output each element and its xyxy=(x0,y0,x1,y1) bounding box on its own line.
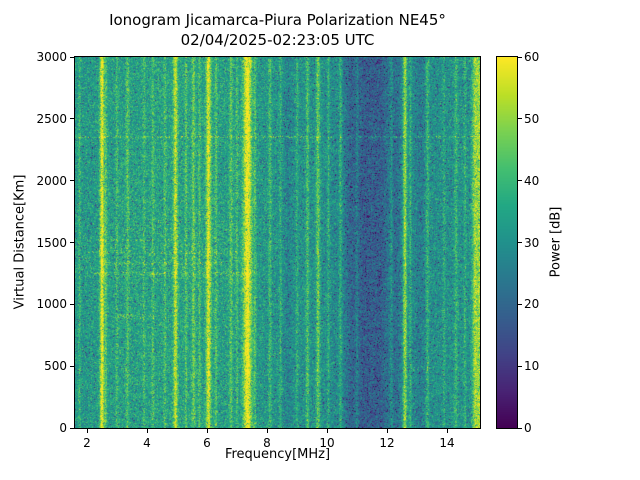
colorbar-tick-mark xyxy=(518,242,522,243)
colorbar-tick-mark xyxy=(518,56,522,58)
y-tick-mark xyxy=(70,56,74,58)
y-tick-label: 2000 xyxy=(36,173,67,188)
ionogram-heatmap xyxy=(75,57,480,428)
colorbar-tick-label: 20 xyxy=(524,297,540,312)
x-tick-label: 4 xyxy=(143,436,151,450)
y-tick-mark xyxy=(70,365,74,367)
y-tick-mark xyxy=(70,303,74,305)
colorbar-tick-label: 30 xyxy=(524,235,540,250)
colorbar-tick-label: 60 xyxy=(524,50,540,64)
y-tick-mark xyxy=(70,118,74,120)
colorbar xyxy=(496,56,518,429)
colorbar-tick-label: 50 xyxy=(524,111,540,126)
y-tick-label: 2500 xyxy=(36,111,67,126)
y-tick-label: 0 xyxy=(59,421,67,435)
x-tick-mark xyxy=(146,429,148,433)
y-tick-label: 500 xyxy=(44,359,67,374)
colorbar-tick-mark xyxy=(518,427,522,429)
y-tick-label: 1000 xyxy=(36,297,67,312)
y-tick-label: 1500 xyxy=(36,235,67,250)
x-tick-label: 10 xyxy=(319,436,335,450)
y-tick-mark xyxy=(70,427,74,429)
x-tick-label: 8 xyxy=(263,436,271,450)
chart-title: Ionogram Jicamarca-Piura Polarization NE… xyxy=(109,11,446,29)
plot-area xyxy=(74,56,481,429)
y-tick-mark xyxy=(70,180,74,182)
x-tick-label: 14 xyxy=(439,436,455,450)
y-tick-mark xyxy=(70,242,74,243)
x-tick-mark xyxy=(206,429,208,433)
x-tick-mark xyxy=(266,429,268,433)
colorbar-tick-label: 0 xyxy=(524,421,532,435)
x-tick-mark xyxy=(446,429,448,433)
y-tick-label: 3000 xyxy=(36,50,67,64)
x-tick-label: 6 xyxy=(203,436,211,450)
x-tick-mark xyxy=(386,429,388,433)
colorbar-tick-mark xyxy=(518,118,522,120)
colorbar-tick-mark xyxy=(518,303,522,305)
colorbar-tick-mark xyxy=(518,365,522,367)
x-tick-mark xyxy=(86,429,88,433)
x-tick-label: 12 xyxy=(379,436,395,450)
chart-subtitle: 02/04/2025-02:23:05 UTC xyxy=(180,31,375,49)
colorbar-gradient xyxy=(497,57,517,428)
x-axis-label: Frequency[MHz] xyxy=(224,447,331,462)
colorbar-tick-mark xyxy=(518,180,522,182)
x-tick-mark xyxy=(326,429,328,433)
colorbar-tick-label: 40 xyxy=(524,173,540,188)
x-tick-label: 2 xyxy=(83,436,91,450)
colorbar-tick-label: 10 xyxy=(524,359,540,374)
